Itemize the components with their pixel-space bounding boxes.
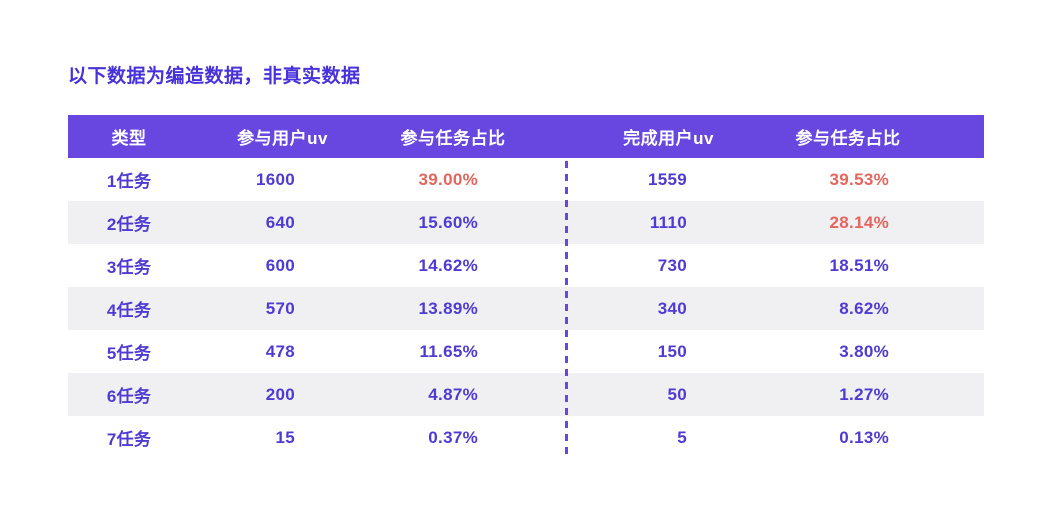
type-cell: 5任务 (106, 344, 152, 363)
complete-pct-cell: 0.13% (839, 427, 889, 447)
table-row: 7任务 15 0.37% 5 0.13% (68, 416, 984, 459)
complete-pct-cell: 8.62% (839, 298, 889, 318)
column-header-join-pct: 参与任务占比 (375, 115, 567, 158)
table-row: 3任务 600 14.62% 730 18.51% (68, 244, 984, 287)
join-uv-cell: 478 (265, 341, 295, 361)
column-header-complete-pct: 参与任务占比 (770, 115, 984, 158)
header-row: 类型 参与用户uv 参与任务占比 完成用户uv 参与任务占比 (68, 115, 984, 158)
join-pct-cell: 4.87% (428, 384, 478, 404)
table-header: 类型 参与用户uv 参与任务占比 完成用户uv 参与任务占比 (68, 115, 984, 158)
type-cell: 3任务 (106, 258, 152, 277)
join-pct-cell: 15.60% (418, 212, 478, 232)
complete-uv-cell: 5 (677, 427, 687, 447)
complete-pct-cell: 3.80% (839, 341, 889, 361)
table-row: 1任务 1600 39.00% 1559 39.53% (68, 158, 984, 201)
column-header-join-uv: 参与用户uv (190, 115, 375, 158)
join-pct-cell: 14.62% (418, 255, 478, 275)
join-uv-cell: 15 (275, 427, 295, 447)
table-body: 1任务 1600 39.00% 1559 39.53% 2任务 640 15.60% 1110 2… (68, 158, 984, 459)
type-cell: 7任务 (106, 430, 152, 449)
complete-uv-cell: 150 (657, 341, 687, 361)
column-header-type: 类型 (68, 115, 190, 158)
join-uv-cell: 640 (265, 212, 295, 232)
type-cell: 4任务 (106, 301, 152, 320)
table-row: 4任务 570 13.89% 340 8.62% (68, 287, 984, 330)
join-pct-cell: 0.37% (428, 427, 478, 447)
complete-pct-cell: 18.51% (829, 255, 889, 275)
type-cell: 6任务 (106, 387, 152, 406)
complete-uv-cell: 730 (657, 255, 687, 275)
complete-uv-cell: 1559 (647, 169, 687, 189)
table-row: 6任务 200 4.87% 50 1.27% (68, 373, 984, 416)
join-pct-cell: 13.89% (418, 298, 478, 318)
table-row: 2任务 640 15.60% 1110 28.14% (68, 201, 984, 244)
complete-uv-cell: 1110 (649, 212, 687, 232)
join-pct-cell: 39.00% (418, 169, 478, 189)
join-uv-cell: 200 (265, 384, 295, 404)
join-uv-cell: 600 (265, 255, 295, 275)
complete-uv-cell: 340 (657, 298, 687, 318)
data-table: 类型 参与用户uv 参与任务占比 完成用户uv 参与任务占比 1任务 1600 39… (68, 115, 984, 459)
complete-uv-cell: 50 (667, 384, 687, 404)
type-cell: 1任务 (106, 172, 152, 191)
complete-pct-cell: 39.53% (829, 169, 889, 189)
column-header-complete-uv: 完成用户uv (567, 115, 770, 158)
join-pct-cell: 11.65% (419, 341, 478, 361)
complete-pct-cell: 1.27% (839, 384, 889, 404)
disclaimer-title: 以下数据为编造数据，非真实数据 (68, 66, 361, 87)
join-uv-cell: 1600 (255, 169, 295, 189)
complete-pct-cell: 28.14% (829, 212, 889, 232)
type-cell: 2任务 (106, 215, 152, 234)
table-row: 5任务 478 11.65% 150 3.80% (68, 330, 984, 373)
table-container: 类型 参与用户uv 参与任务占比 完成用户uv 参与任务占比 1任务 1600 39… (68, 115, 984, 459)
join-uv-cell: 570 (265, 298, 295, 318)
